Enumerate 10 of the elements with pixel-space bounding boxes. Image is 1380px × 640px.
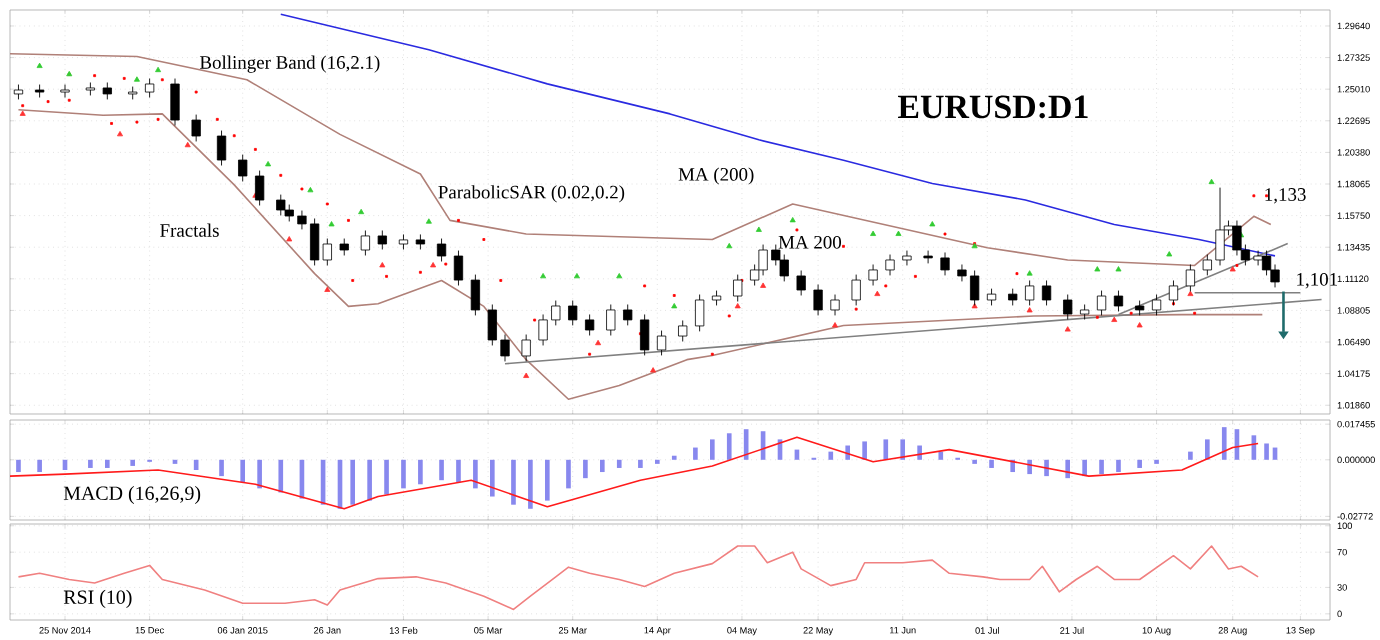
annotation: 1,101 xyxy=(1297,272,1337,289)
text: RSI (10) xyxy=(63,589,132,608)
annotation: 1,133 xyxy=(1265,188,1306,204)
text: MACD (16,26,9) xyxy=(63,485,201,505)
annotation: Bollinger Band (16,2.1) xyxy=(199,55,380,73)
text: EURUSD:D1 xyxy=(898,95,1088,119)
annotation: MA 200 xyxy=(778,235,842,249)
annotation: MA (200) xyxy=(678,167,754,185)
annotation: ParabolicSAR (0.02,0.2) xyxy=(438,185,625,203)
annotation: Fractals xyxy=(160,223,219,237)
